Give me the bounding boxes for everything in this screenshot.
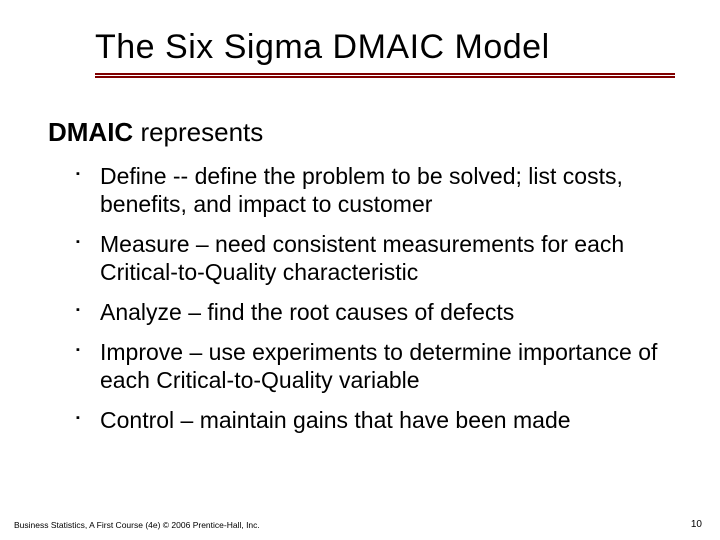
subtitle-rest: represents: [133, 117, 263, 147]
list-item: Define -- define the problem to be solve…: [76, 162, 672, 218]
list-item: Improve – use experiments to determine i…: [76, 338, 672, 394]
footer-text: Business Statistics, A First Course (4e)…: [14, 520, 260, 530]
list-item: Measure – need consistent measurements f…: [76, 230, 672, 286]
list-item: Control – maintain gains that have been …: [76, 406, 672, 434]
subtitle-bold: DMAIC: [48, 117, 133, 147]
title-underline: [95, 73, 675, 77]
page-number: 10: [691, 519, 702, 530]
list-item: Analyze – find the root causes of defect…: [76, 298, 672, 326]
slide-container: The Six Sigma DMAIC Model DMAIC represen…: [0, 0, 720, 540]
title-block: The Six Sigma DMAIC Model: [40, 20, 680, 77]
content-area: DMAIC represents Define -- define the pr…: [40, 77, 680, 434]
subtitle: DMAIC represents: [48, 117, 672, 148]
bullet-list: Define -- define the problem to be solve…: [48, 162, 672, 434]
slide-title: The Six Sigma DMAIC Model: [95, 28, 680, 67]
